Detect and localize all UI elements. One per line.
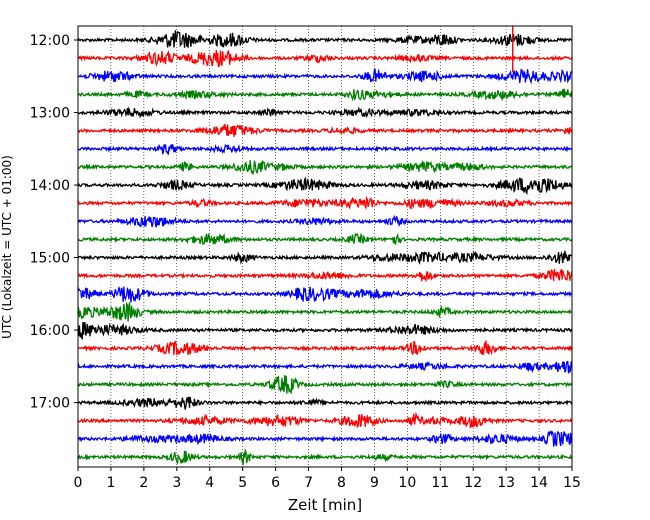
seismic-trace <box>77 30 573 48</box>
x-tick-label: 13 <box>497 475 515 491</box>
y-tick-label: 14:00 <box>30 178 70 194</box>
x-tick-label: 4 <box>205 475 214 491</box>
x-tick-label: 3 <box>172 475 181 491</box>
seismic-traces <box>77 26 573 466</box>
seismic-trace <box>77 429 573 447</box>
y-tick-label: 15:00 <box>30 251 70 267</box>
seismic-trace <box>77 195 573 211</box>
seismic-trace <box>77 340 573 356</box>
x-tick-label: 7 <box>304 475 313 491</box>
plot-frame <box>77 25 573 468</box>
axis-ticks: 0 1 2 3 4 5 6 7 8 9 10 11 12 13 14 1512:0013:0014:0015:… <box>30 33 581 491</box>
x-tick-label: 15 <box>563 475 581 491</box>
x-tick-label: 9 <box>370 475 379 491</box>
seismic-trace <box>77 375 573 395</box>
seismic-trace <box>77 68 573 85</box>
x-axis-label: Zeit [min] <box>288 496 362 514</box>
x-tick-label: 1 <box>106 475 115 491</box>
x-tick-label: 11 <box>431 475 449 491</box>
seismic-trace <box>77 360 573 374</box>
seismic-trace <box>77 396 573 410</box>
seismic-trace <box>77 124 573 137</box>
y-tick-label: 13:00 <box>30 106 70 122</box>
seismic-trace <box>77 49 573 68</box>
seismic-trace <box>77 143 573 156</box>
seismic-trace <box>77 321 573 340</box>
seismic-trace <box>77 250 573 265</box>
x-tick-label: 0 <box>74 475 83 491</box>
seismic-trace <box>77 232 573 246</box>
seismic-trace <box>77 301 573 322</box>
x-tick-label: 10 <box>398 475 416 491</box>
seismic-trace <box>77 106 573 119</box>
x-tick-label: 12 <box>464 475 482 491</box>
y-axis-label: UTC (Lokalzeit = UTC + 01:00) <box>0 155 14 339</box>
x-tick-label: 5 <box>238 475 247 491</box>
seismic-trace <box>77 268 573 283</box>
x-tick-label: 6 <box>271 475 280 491</box>
seismic-trace <box>77 88 573 102</box>
seismic-trace <box>77 159 573 176</box>
seismic-trace <box>77 214 573 228</box>
x-tick-label: 2 <box>139 475 148 491</box>
x-tick-label: 8 <box>337 475 346 491</box>
seismic-trace <box>77 286 573 303</box>
seismic-trace <box>77 447 573 466</box>
seismic-trace <box>77 176 573 196</box>
x-tick-label: 14 <box>530 475 548 491</box>
y-tick-label: 16:00 <box>30 323 70 339</box>
y-tick-label: 12:00 <box>30 33 70 49</box>
y-tick-label: 17:00 <box>30 396 70 412</box>
plot-background <box>78 26 572 467</box>
seismic-trace <box>77 411 573 429</box>
